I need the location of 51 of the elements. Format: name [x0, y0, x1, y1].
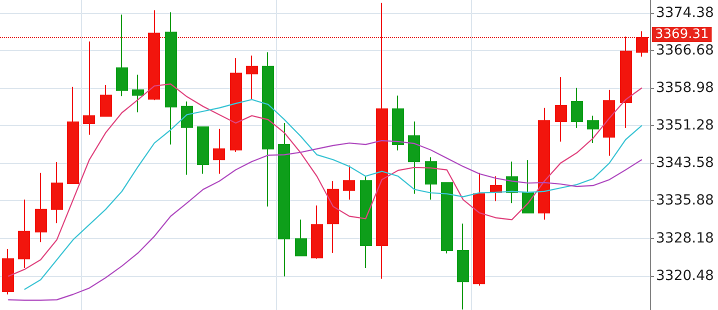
y-tick-label: 3374.38: [656, 4, 714, 21]
candlestick: [392, 95, 404, 151]
candlestick: [571, 87, 583, 128]
candlestick: [636, 30, 648, 58]
candlestick: [148, 10, 160, 101]
candlestick: [538, 107, 550, 220]
candlestick: [213, 128, 225, 174]
y-tick-label: 3320.48: [656, 268, 714, 284]
candlestick: [603, 89, 615, 156]
line-series: [24, 98, 642, 290]
candlestick: [197, 126, 209, 174]
line-series: [8, 83, 642, 277]
y-tick-label: 3328.18: [656, 230, 714, 246]
candlestick: [522, 160, 534, 214]
candlestick: [246, 55, 258, 100]
y-tick-label: 3335.88: [656, 192, 714, 209]
candlestick: [441, 182, 453, 254]
y-tick-label: 3351.28: [656, 118, 714, 134]
candlestick: [295, 219, 307, 257]
candlestick: [2, 248, 14, 295]
ref-line-label: 3369.31: [655, 27, 709, 42]
candlestick: [181, 101, 193, 176]
candlestick: [311, 205, 323, 260]
candlestick: [132, 74, 144, 113]
candlestick: [230, 58, 242, 152]
candlestick: [18, 199, 30, 269]
candlestick: [83, 40, 95, 136]
candlestick: [376, 2, 388, 280]
candlestick: [116, 14, 128, 97]
y-tick-label: 3358.98: [656, 80, 714, 96]
candlestick: [327, 180, 339, 254]
candlestick: [278, 122, 290, 277]
candlestick: [51, 162, 63, 224]
candlestick: [262, 52, 274, 208]
y-tick-label: 3343.58: [656, 155, 714, 172]
candlestick: [457, 223, 469, 310]
candlestick: [490, 176, 502, 202]
candlestick: [555, 76, 567, 142]
candlestick: [165, 12, 177, 146]
candlestick: [35, 172, 47, 243]
candlestick: [343, 164, 355, 200]
y-tick-label: 3366.68: [656, 42, 714, 58]
candlestick: [100, 84, 112, 118]
candlestick: [67, 86, 79, 185]
candlestick: [425, 156, 437, 200]
candlestick: [473, 172, 485, 286]
candlestick: [408, 121, 420, 194]
candlestick: [587, 115, 599, 144]
candlestick: [360, 176, 372, 269]
candlestick: [620, 36, 632, 128]
line-series: [8, 140, 642, 301]
